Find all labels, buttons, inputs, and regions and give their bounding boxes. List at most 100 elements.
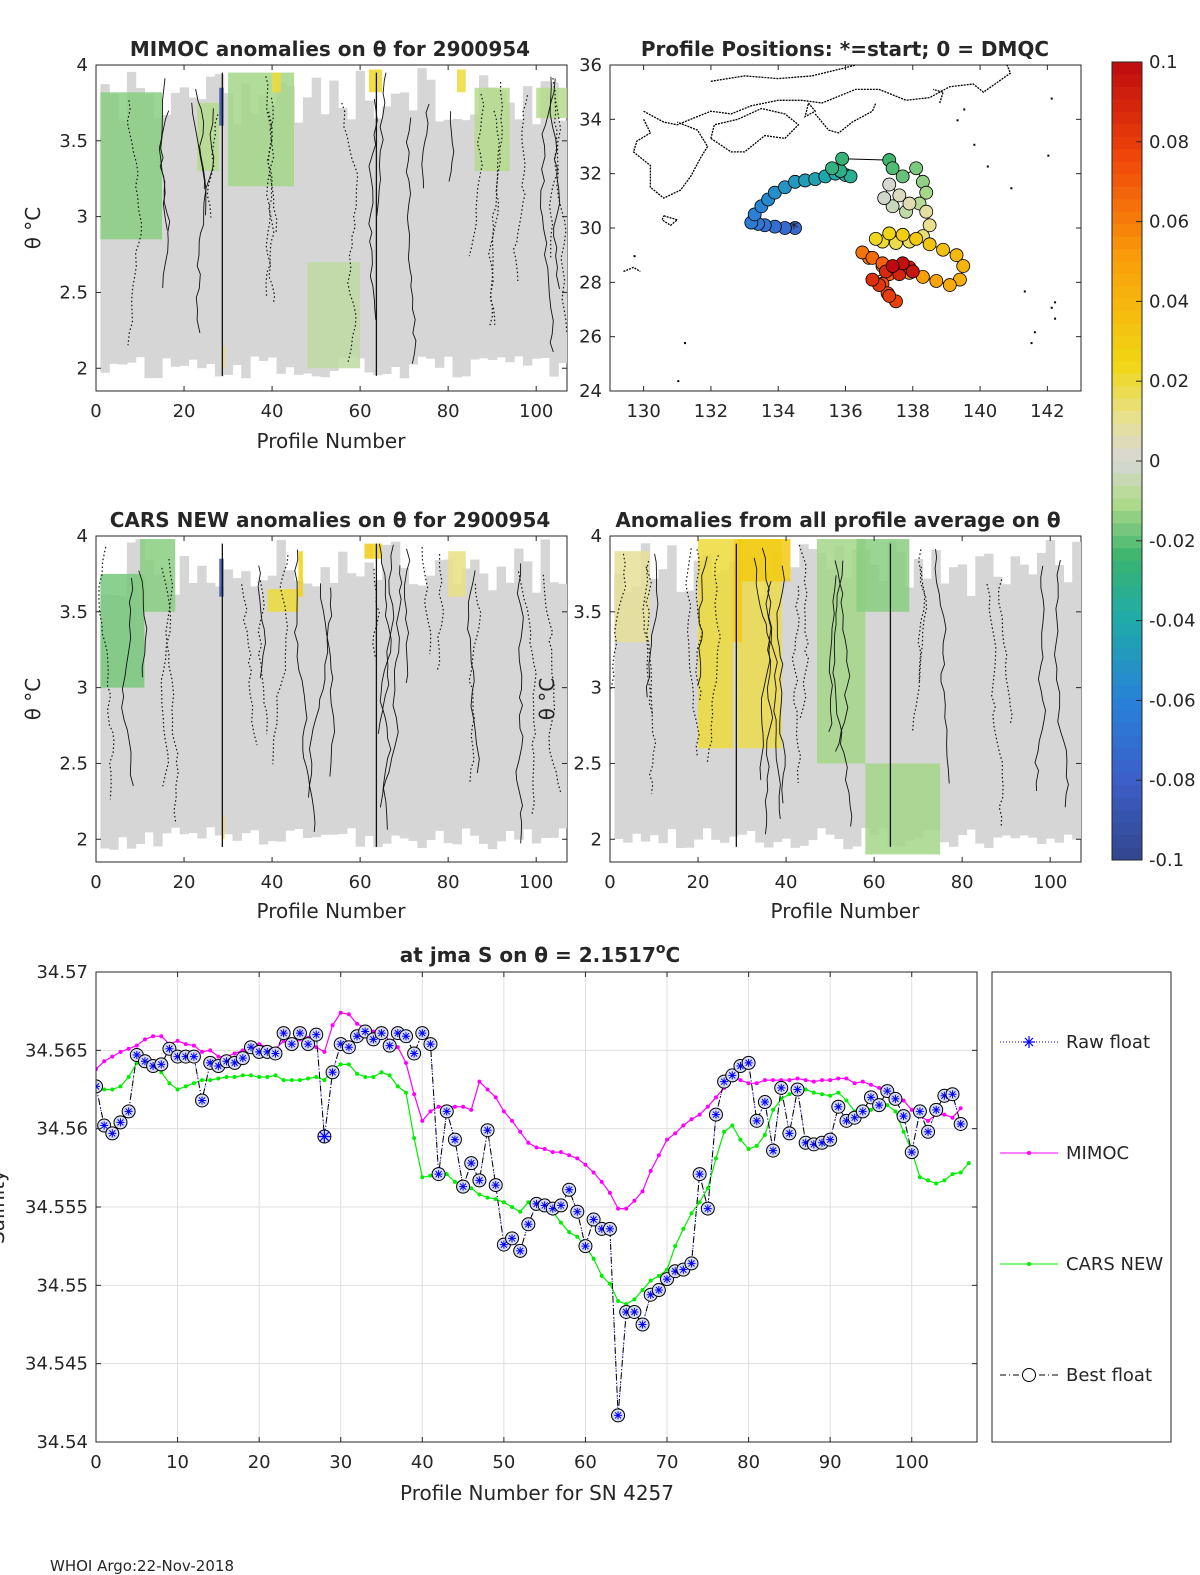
- mimoc-data-column: [214, 74, 225, 377]
- positions-xtick-label: 140: [963, 401, 997, 422]
- colorbar-tick-label: -0.04: [1149, 611, 1196, 632]
- cars-point: [893, 1109, 898, 1114]
- cars-data-column: [311, 586, 322, 838]
- best-float-asterisk: [271, 1049, 280, 1058]
- best-float-asterisk: [597, 1224, 606, 1233]
- allavg-data-column: [623, 592, 633, 843]
- best-float-asterisk: [654, 1286, 663, 1295]
- cars-data-column: [320, 567, 330, 835]
- cars-point: [281, 1078, 286, 1083]
- mimoc-point: [534, 1145, 539, 1150]
- best-float-asterisk: [189, 1052, 198, 1061]
- profile-position-marker: [919, 204, 934, 219]
- best-float-point: [855, 1104, 870, 1119]
- best-float-point: [521, 1217, 536, 1232]
- colorbar-tick-label: 0.08: [1149, 132, 1189, 153]
- mimoc-point: [452, 1104, 457, 1109]
- best-float-asterisk: [459, 1182, 468, 1191]
- colorbar-segment: [1112, 810, 1142, 824]
- allavg-contour-positive: [761, 547, 774, 835]
- mimoc-point: [738, 1078, 743, 1083]
- cars-point: [885, 1103, 890, 1108]
- positions-xtick-label: 138: [896, 401, 930, 422]
- mimoc-point: [583, 1162, 588, 1167]
- allavg-data-column: [913, 558, 924, 838]
- salinity-ytick-label: 34.54: [36, 1432, 88, 1453]
- cars-contour-negative: [98, 546, 115, 800]
- mimoc-point: [151, 1034, 156, 1039]
- best-float-asterisk: [858, 1107, 867, 1116]
- best-float-point: [684, 1256, 699, 1271]
- cars-point: [232, 1074, 237, 1079]
- best-float-asterisk: [304, 1040, 313, 1049]
- salinity-ytick-label: 34.55: [36, 1275, 88, 1296]
- cars-data-column: [126, 542, 137, 849]
- best-float-asterisk: [149, 1062, 158, 1070]
- salinity-title: at jma S on θ = 2.1517oC: [400, 941, 680, 967]
- allavg-xtick-label: 0: [604, 872, 615, 893]
- profile-position-marker: [877, 191, 892, 206]
- profile-position-marker: [909, 161, 924, 176]
- cars-point: [118, 1084, 123, 1089]
- mimoc-point: [550, 1150, 555, 1155]
- best-float-asterisk: [124, 1107, 133, 1116]
- allavg-data-column: [1072, 541, 1081, 840]
- colorbar-segment: [1112, 236, 1142, 250]
- cars-contour-positive: [515, 563, 524, 844]
- best-float-asterisk: [728, 1071, 737, 1080]
- mimoc-point: [183, 1042, 188, 1047]
- salinity-xtick-label: 90: [819, 1452, 842, 1473]
- best-float-point: [456, 1179, 471, 1194]
- mimoc-point: [607, 1190, 612, 1195]
- best-float-point: [929, 1102, 944, 1117]
- allavg-data-column: [1010, 556, 1020, 839]
- colorbar-segment: [1112, 161, 1142, 175]
- best-float-asterisk: [581, 1242, 590, 1251]
- mimoc-data-column: [443, 119, 454, 357]
- best-float-point: [651, 1283, 666, 1298]
- allavg-contour-negative: [685, 548, 700, 758]
- best-float-point: [505, 1231, 520, 1246]
- colorbar-segment: [1112, 111, 1142, 125]
- colorbar-segment: [1112, 298, 1142, 312]
- salinity-ylabel: Salinity: [0, 1170, 9, 1244]
- best-float-asterisk: [499, 1240, 508, 1249]
- best-float-asterisk: [826, 1135, 835, 1144]
- best-float-asterisk: [467, 1159, 476, 1168]
- allavg-anomaly-cell: [698, 539, 734, 749]
- colorbar-segment: [1112, 373, 1142, 387]
- cars-data-column: [109, 594, 119, 850]
- colorbar-segment: [1112, 136, 1142, 150]
- colorbar-segment: [1112, 660, 1142, 674]
- legend-entry: Raw float: [1000, 1032, 1150, 1053]
- cars-anomaly-cell: [364, 543, 374, 559]
- positions-ticks: 130 132 134 136 138 140 142 24 26 28 30 32 34 36: [579, 55, 1081, 422]
- mimoc-xtick-label: 20: [173, 401, 196, 422]
- profile-position-marker: [885, 199, 900, 214]
- mimoc-point: [868, 1082, 873, 1087]
- mimoc-point: [518, 1129, 523, 1134]
- cars-data-column: [461, 568, 471, 829]
- cars-data-column: [346, 573, 357, 829]
- cars-point: [656, 1273, 661, 1278]
- mimoc-data-column: [514, 119, 524, 357]
- allavg-data-column: [1036, 552, 1047, 844]
- cars-point: [746, 1147, 751, 1152]
- cars-data-column: [223, 569, 234, 835]
- colorbar-segment: [1112, 548, 1142, 562]
- allavg-ylabel: θ °C: [535, 678, 559, 721]
- profile-position-marker: [902, 196, 917, 211]
- profile-position-marker: [865, 272, 880, 287]
- mimoc-point: [542, 1147, 547, 1152]
- best-float-asterisk: [663, 1275, 672, 1284]
- cars-point: [200, 1078, 205, 1083]
- best-float-point: [790, 1082, 805, 1097]
- island-dot: [684, 342, 687, 345]
- positions-ytick-label: 30: [579, 218, 602, 239]
- cars-data-column: [179, 556, 190, 835]
- cars-point: [787, 1092, 792, 1097]
- cars-data-column: [232, 578, 242, 841]
- allavg-xtick-label: 60: [863, 872, 886, 893]
- mimoc-point: [926, 1118, 931, 1123]
- mimoc-point: [762, 1078, 767, 1083]
